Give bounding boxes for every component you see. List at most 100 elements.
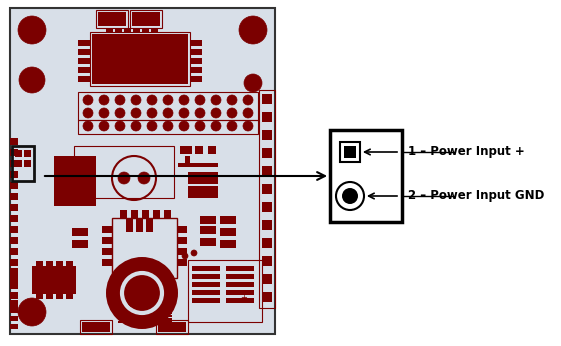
Bar xyxy=(330,130,402,222)
Bar xyxy=(188,260,262,322)
Bar xyxy=(72,240,88,248)
Circle shape xyxy=(115,95,125,105)
Bar xyxy=(195,146,203,154)
Bar xyxy=(10,281,18,288)
Bar xyxy=(10,292,18,297)
Circle shape xyxy=(179,95,189,105)
Bar xyxy=(262,292,272,302)
Bar xyxy=(24,150,31,157)
Circle shape xyxy=(163,121,173,131)
Bar xyxy=(262,202,272,212)
Bar xyxy=(192,274,220,279)
Bar xyxy=(15,150,22,157)
Bar xyxy=(200,216,216,224)
Bar xyxy=(10,204,18,211)
Circle shape xyxy=(83,108,93,118)
Bar xyxy=(259,90,275,308)
Bar xyxy=(192,290,220,295)
Bar xyxy=(192,298,220,303)
Circle shape xyxy=(336,182,364,210)
Bar xyxy=(190,76,202,82)
Bar xyxy=(102,248,112,255)
Bar xyxy=(262,166,272,176)
Bar xyxy=(130,10,162,28)
Bar xyxy=(46,261,53,266)
Bar xyxy=(118,321,172,323)
Bar xyxy=(185,156,190,164)
Bar xyxy=(10,248,18,255)
Bar xyxy=(153,278,160,286)
Circle shape xyxy=(18,298,46,326)
Bar xyxy=(118,297,172,299)
Bar xyxy=(10,308,18,313)
Bar xyxy=(226,298,254,303)
Circle shape xyxy=(211,95,221,105)
Bar xyxy=(74,146,174,198)
Bar xyxy=(118,306,172,308)
Circle shape xyxy=(99,95,109,105)
Bar xyxy=(158,322,186,332)
Circle shape xyxy=(147,95,157,105)
Bar xyxy=(118,318,172,320)
Bar xyxy=(56,294,63,299)
Bar xyxy=(78,120,258,134)
Circle shape xyxy=(18,16,46,44)
Circle shape xyxy=(83,95,93,105)
Bar xyxy=(10,215,18,222)
Bar xyxy=(46,294,53,299)
Bar xyxy=(262,274,272,284)
Bar xyxy=(10,149,18,156)
Bar xyxy=(340,142,360,162)
Bar xyxy=(10,303,18,310)
Bar xyxy=(151,28,158,32)
Circle shape xyxy=(342,188,358,204)
Circle shape xyxy=(227,95,237,105)
Circle shape xyxy=(131,108,141,118)
Bar xyxy=(188,186,218,198)
Bar xyxy=(262,238,272,248)
Circle shape xyxy=(243,95,253,105)
Bar xyxy=(96,10,128,28)
Bar xyxy=(164,210,171,218)
Bar xyxy=(115,28,122,32)
Bar xyxy=(78,40,90,46)
Bar xyxy=(178,163,218,167)
Bar xyxy=(10,300,18,305)
Bar xyxy=(10,284,18,289)
Bar xyxy=(120,210,127,218)
Circle shape xyxy=(147,121,157,131)
Bar xyxy=(10,160,18,167)
Bar xyxy=(262,130,272,140)
Bar xyxy=(177,237,187,244)
Bar xyxy=(98,12,126,26)
Bar xyxy=(118,288,172,290)
Bar xyxy=(142,28,149,32)
Bar xyxy=(177,248,187,255)
Bar xyxy=(10,182,18,189)
Bar xyxy=(131,278,138,286)
Bar xyxy=(24,160,31,167)
Bar xyxy=(112,218,177,278)
Bar xyxy=(142,210,149,218)
Circle shape xyxy=(211,121,221,131)
Bar xyxy=(226,282,254,287)
Bar xyxy=(177,226,187,233)
Circle shape xyxy=(19,67,45,93)
Circle shape xyxy=(244,74,262,92)
Bar xyxy=(10,138,18,145)
Bar xyxy=(200,226,216,234)
Bar xyxy=(10,268,18,273)
Bar xyxy=(226,274,254,279)
Bar xyxy=(118,312,172,314)
Bar xyxy=(146,218,153,232)
Bar xyxy=(12,146,34,181)
Bar xyxy=(54,156,96,206)
Bar xyxy=(102,259,112,266)
Bar xyxy=(190,40,202,46)
Bar xyxy=(153,210,160,218)
Bar xyxy=(78,58,90,64)
Bar xyxy=(80,320,112,334)
Bar xyxy=(262,256,272,266)
Circle shape xyxy=(227,121,237,131)
Bar xyxy=(72,228,88,236)
